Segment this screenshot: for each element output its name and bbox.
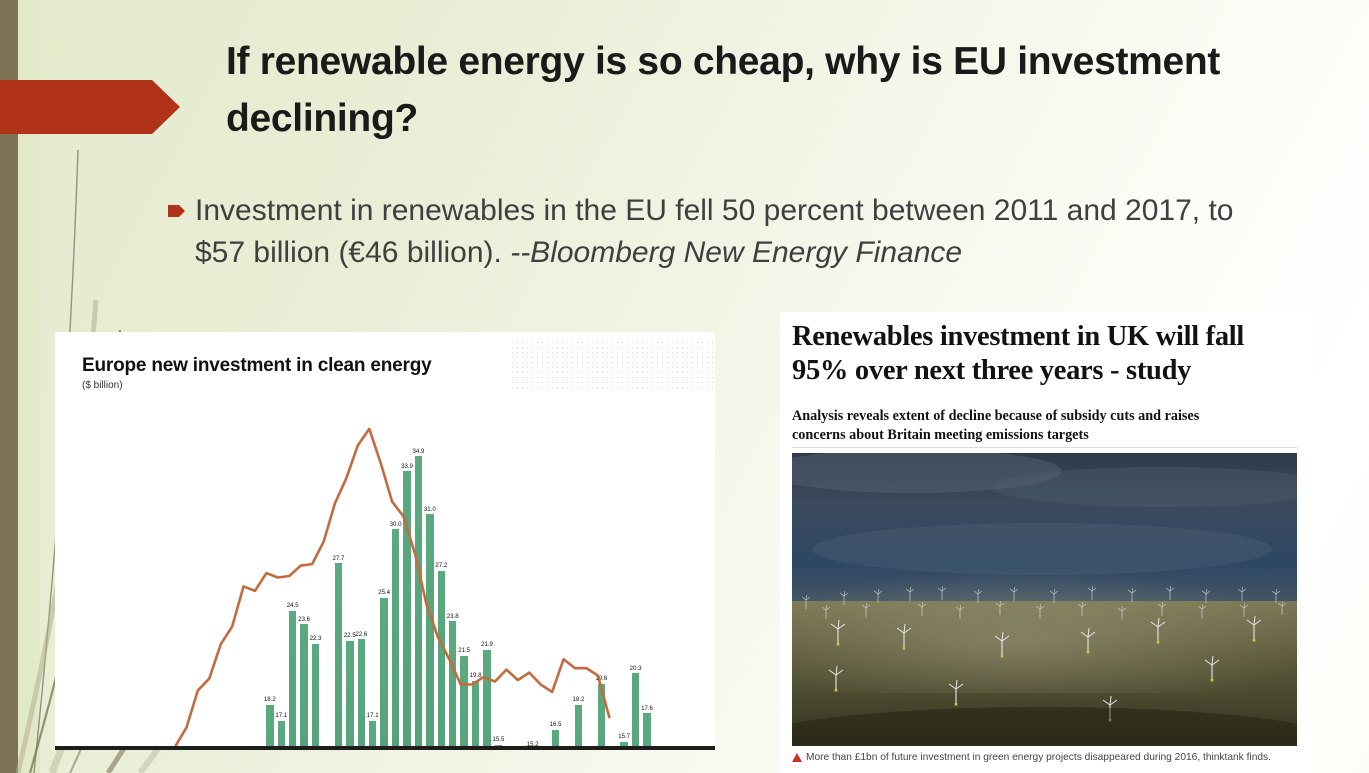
chart-bar-label: 31.0: [423, 505, 436, 513]
chart-bar: [391, 529, 400, 746]
chart-bar: [311, 643, 320, 746]
chart-bar: [288, 610, 297, 746]
title-accent-arrow: [0, 80, 180, 134]
bullet-main-text: Investment in renewables in the EU fell …: [195, 194, 1234, 269]
chart-title: Europe new investment in clean energy: [82, 355, 432, 376]
chart-bar-label: 17.1: [275, 712, 288, 720]
chart-bar: [357, 639, 366, 746]
chart-bar-label: 27.2: [435, 562, 448, 570]
bullet-source-text: --Bloomberg New Energy Finance: [510, 236, 963, 269]
chart-bar: [574, 704, 583, 746]
chart-bar-label: 23.6: [298, 615, 311, 623]
chart-bar: [346, 640, 354, 746]
chart-bar-label: 15.5: [492, 736, 505, 744]
chart-bar-label: 25.4: [378, 589, 391, 597]
running-average-path: [173, 427, 611, 746]
news-caption-text: More than £1bn of future investment in g…: [806, 752, 1271, 763]
chart-bar: [277, 720, 286, 746]
chart-subtitle: ($ billion): [82, 380, 123, 391]
running-average-line: [173, 427, 611, 746]
chart-bar: [437, 570, 446, 746]
chart-bar: [494, 744, 503, 746]
chart-bar-label: 34.9: [412, 447, 425, 455]
chart-bar: [483, 649, 491, 746]
chart-bar: [620, 741, 628, 746]
dot-grid-decoration: [510, 340, 715, 388]
chart-bar-label: 15.7: [618, 733, 631, 741]
chart-bar-label: 22.5: [343, 632, 356, 640]
news-article-card: Renewables investment in UK will fall 95…: [780, 312, 1311, 773]
chart-bar: [460, 655, 468, 746]
chart-bar: [471, 680, 480, 746]
arrow-bullet-icon: [168, 205, 185, 217]
chart-bar-label: 20.3: [629, 664, 642, 672]
chart-bar-label: 16.5: [549, 721, 562, 729]
chart-bar: [380, 597, 388, 746]
chart-bar: [300, 624, 308, 746]
chart-bar-label: 18.2: [572, 696, 585, 704]
news-standfirst: Analysis reveals extent of decline becau…: [792, 408, 1200, 443]
chart-bar-label: 33.9: [401, 462, 413, 470]
chart-bar: [551, 729, 560, 746]
chart-bar-label: 24.5: [286, 602, 299, 610]
chart-bar-label: 17.6: [641, 704, 653, 712]
chart-bar-label: 21.5: [458, 647, 471, 654]
news-photo-caption: More than £1bn of future investment in g…: [792, 752, 1302, 763]
chart-bar: [403, 471, 411, 746]
chart-bar-label: 23.8: [446, 612, 459, 620]
chart-bar: [643, 713, 651, 746]
chart-bar: [448, 621, 457, 746]
bullet-item: Investment in renewables in the EU fell …: [168, 190, 1283, 274]
chart-bar-label: 21.9: [481, 641, 493, 649]
news-headline: Renewables investment in UK will fall 95…: [792, 321, 1245, 386]
chart-bar: [529, 749, 537, 750]
chart-bar-label: 27.7: [332, 554, 345, 562]
chart-bar: [414, 456, 423, 746]
news-divider: [792, 447, 1297, 448]
chart-bar-label: 15.2: [526, 740, 539, 748]
chart-bar-label: 19.6: [595, 675, 608, 683]
chart-bar-label: 19.8: [469, 672, 482, 680]
chart-bar: [368, 720, 377, 746]
chart-bar: [334, 563, 343, 746]
chart-bar-label: 22.6: [355, 630, 368, 638]
chart-bar: [631, 673, 640, 746]
left-accent-band: [0, 0, 18, 773]
chart-card: Europe new investment in clean energy ($…: [55, 332, 715, 750]
slide-title: If renewable energy is so cheap, why is …: [226, 40, 1221, 140]
offshore-wind-farm-photo: [792, 453, 1297, 746]
chart-bar-label: 22.3: [309, 635, 322, 643]
chart-bar-label: 18.2: [263, 696, 276, 704]
bullet-text: Investment in renewables in the EU fell …: [195, 190, 1283, 274]
chart-bar: [426, 514, 434, 746]
chart-bar-label: 17.1: [366, 712, 379, 720]
chart-bars-layer: 4.39.24.45.66.57.48.78.414.08.09.913.618…: [127, 410, 687, 750]
warning-triangle-icon: [792, 753, 802, 762]
chart-bar: [266, 704, 274, 746]
chart-bar: [597, 683, 606, 746]
chart-bar-label: 30.0: [389, 520, 402, 528]
